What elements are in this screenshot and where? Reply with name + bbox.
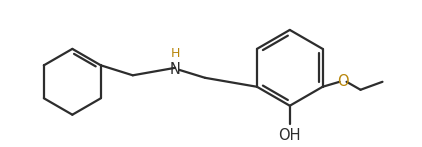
Text: H: H bbox=[170, 47, 180, 60]
Text: OH: OH bbox=[279, 128, 301, 143]
Text: O: O bbox=[337, 74, 349, 89]
Text: N: N bbox=[170, 62, 181, 77]
